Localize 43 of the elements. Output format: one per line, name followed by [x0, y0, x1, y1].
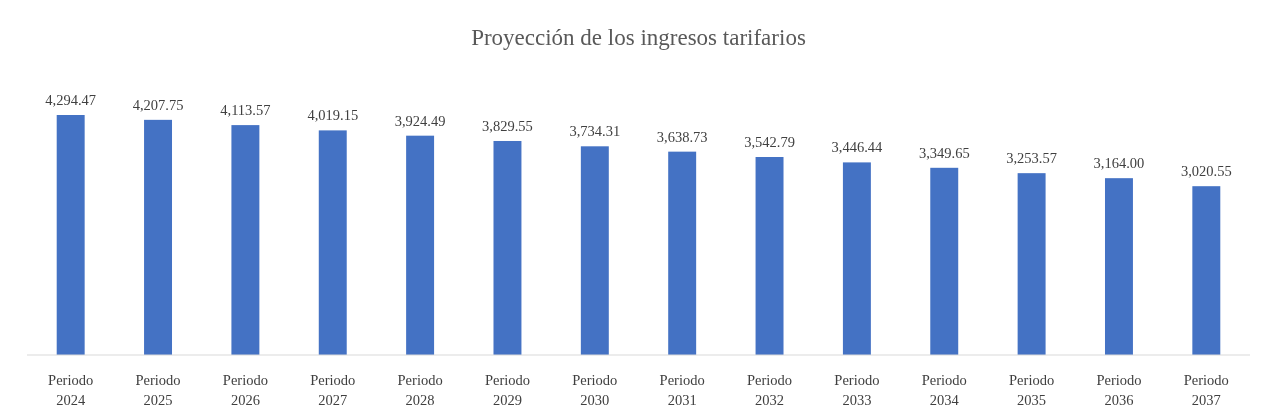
bar	[1192, 186, 1221, 355]
data-label: 3,349.65	[918, 144, 970, 161]
bar	[318, 130, 347, 355]
bar	[580, 146, 609, 355]
x-tick-label: Periodo 2025	[135, 372, 181, 408]
bar	[755, 157, 784, 355]
x-tick-label: Periodo 2024	[48, 372, 94, 408]
data-label: 4,019.15	[307, 107, 359, 124]
bar	[493, 140, 522, 355]
data-label: 4,207.75	[132, 96, 184, 113]
data-label: 4,294.47	[45, 92, 97, 108]
x-tick-label: Periodo 2037	[1183, 372, 1229, 408]
bar	[144, 119, 173, 355]
bar	[930, 167, 959, 355]
chart-title: Proyección de los ingresos tarifarios	[471, 25, 806, 50]
x-tick-label: Periodo 2036	[1096, 372, 1142, 408]
data-label: 4,113.57	[220, 102, 271, 119]
data-label: 3,638.73	[656, 128, 708, 145]
x-tick-label: Periodo 2029	[484, 372, 531, 408]
data-label: 3,542.79	[744, 134, 795, 151]
x-tick-label: Periodo 2031	[659, 372, 705, 408]
x-tick-label: Periodo 2030	[572, 372, 618, 408]
x-tick-label: Periodo 2028	[397, 372, 443, 408]
data-label: 3,829.55	[482, 117, 533, 134]
bar	[1104, 178, 1133, 355]
bar	[231, 125, 260, 355]
bar	[56, 115, 85, 355]
bar	[668, 151, 697, 355]
x-tick-label: Periodo 2026	[222, 372, 268, 408]
data-label: 3,164.00	[1093, 155, 1145, 172]
x-tick-label: Periodo 2034	[921, 372, 967, 408]
x-tick-label: Periodo 2035	[1009, 372, 1055, 408]
x-tick-label: Periodo 2033	[834, 372, 880, 408]
data-label: 3,020.55	[1180, 163, 1232, 180]
data-label: 3,924.49	[394, 112, 446, 129]
bar	[842, 162, 871, 355]
data-label: 3,734.31	[569, 123, 621, 140]
x-tick-label: Periodo 2027	[310, 372, 356, 408]
bar	[1017, 173, 1046, 355]
x-tick-label: Periodo 2032	[746, 372, 793, 408]
bar	[406, 135, 435, 355]
data-label: 3,446.44	[831, 139, 884, 156]
data-label: 3,253.57	[1006, 150, 1057, 167]
